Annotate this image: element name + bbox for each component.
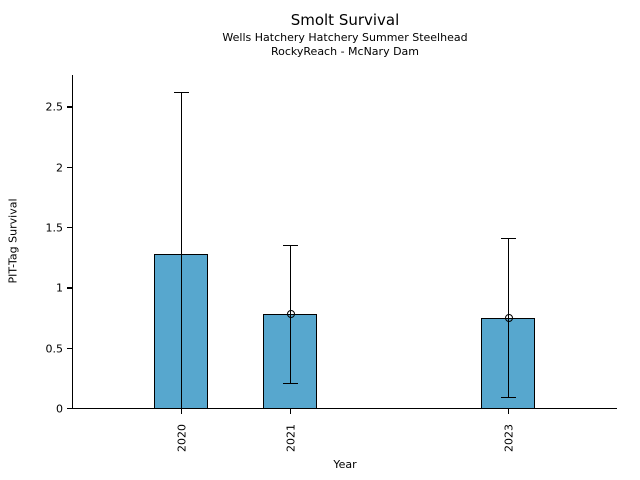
error-bar-cap-bottom: [283, 382, 299, 384]
x-axis-label: Year: [333, 458, 357, 471]
error-bar-cap-bottom: [174, 408, 190, 410]
error-bar-cap-top: [501, 237, 517, 240]
point-estimate-marker: [505, 314, 514, 322]
x-tick: [508, 409, 510, 415]
chart-title: Smolt Survival: [290, 11, 400, 29]
x-tick-label: 2023: [502, 424, 516, 452]
y-tick-label: 0: [56, 402, 63, 416]
error-bar-cap-top: [283, 245, 299, 247]
error-bar-cap-bottom: [501, 397, 517, 399]
y-axis-spine: [72, 75, 74, 410]
y-tick: [67, 106, 72, 108]
y-tick-label: 2.5: [45, 100, 64, 114]
y-axis-label: PIT-Tag Survival: [6, 198, 20, 284]
y-tick: [67, 347, 72, 349]
chart-subtitle-line2: RockyReach - McNary Dam: [270, 45, 420, 58]
y-tick: [67, 166, 72, 168]
x-tick-label: 2021: [284, 424, 298, 452]
x-axis-spine: [72, 408, 617, 410]
y-tick: [67, 227, 72, 229]
y-tick-label: 0.5: [45, 342, 64, 356]
y-tick-label: 1: [56, 281, 63, 295]
x-tick-label: 2020: [175, 424, 189, 452]
point-estimate-marker: [287, 310, 296, 319]
chart-subtitle-line1: Wells Hatchery Hatchery Summer Steelhead: [222, 31, 468, 44]
y-tick: [67, 287, 72, 289]
y-tick-label: 1.5: [45, 221, 64, 235]
error-bar-line: [181, 91, 183, 408]
x-tick: [181, 409, 183, 415]
x-tick: [290, 409, 292, 415]
y-tick: [67, 408, 72, 410]
y-tick-label: 2: [56, 161, 63, 175]
error-bar-cap-top: [174, 91, 190, 94]
